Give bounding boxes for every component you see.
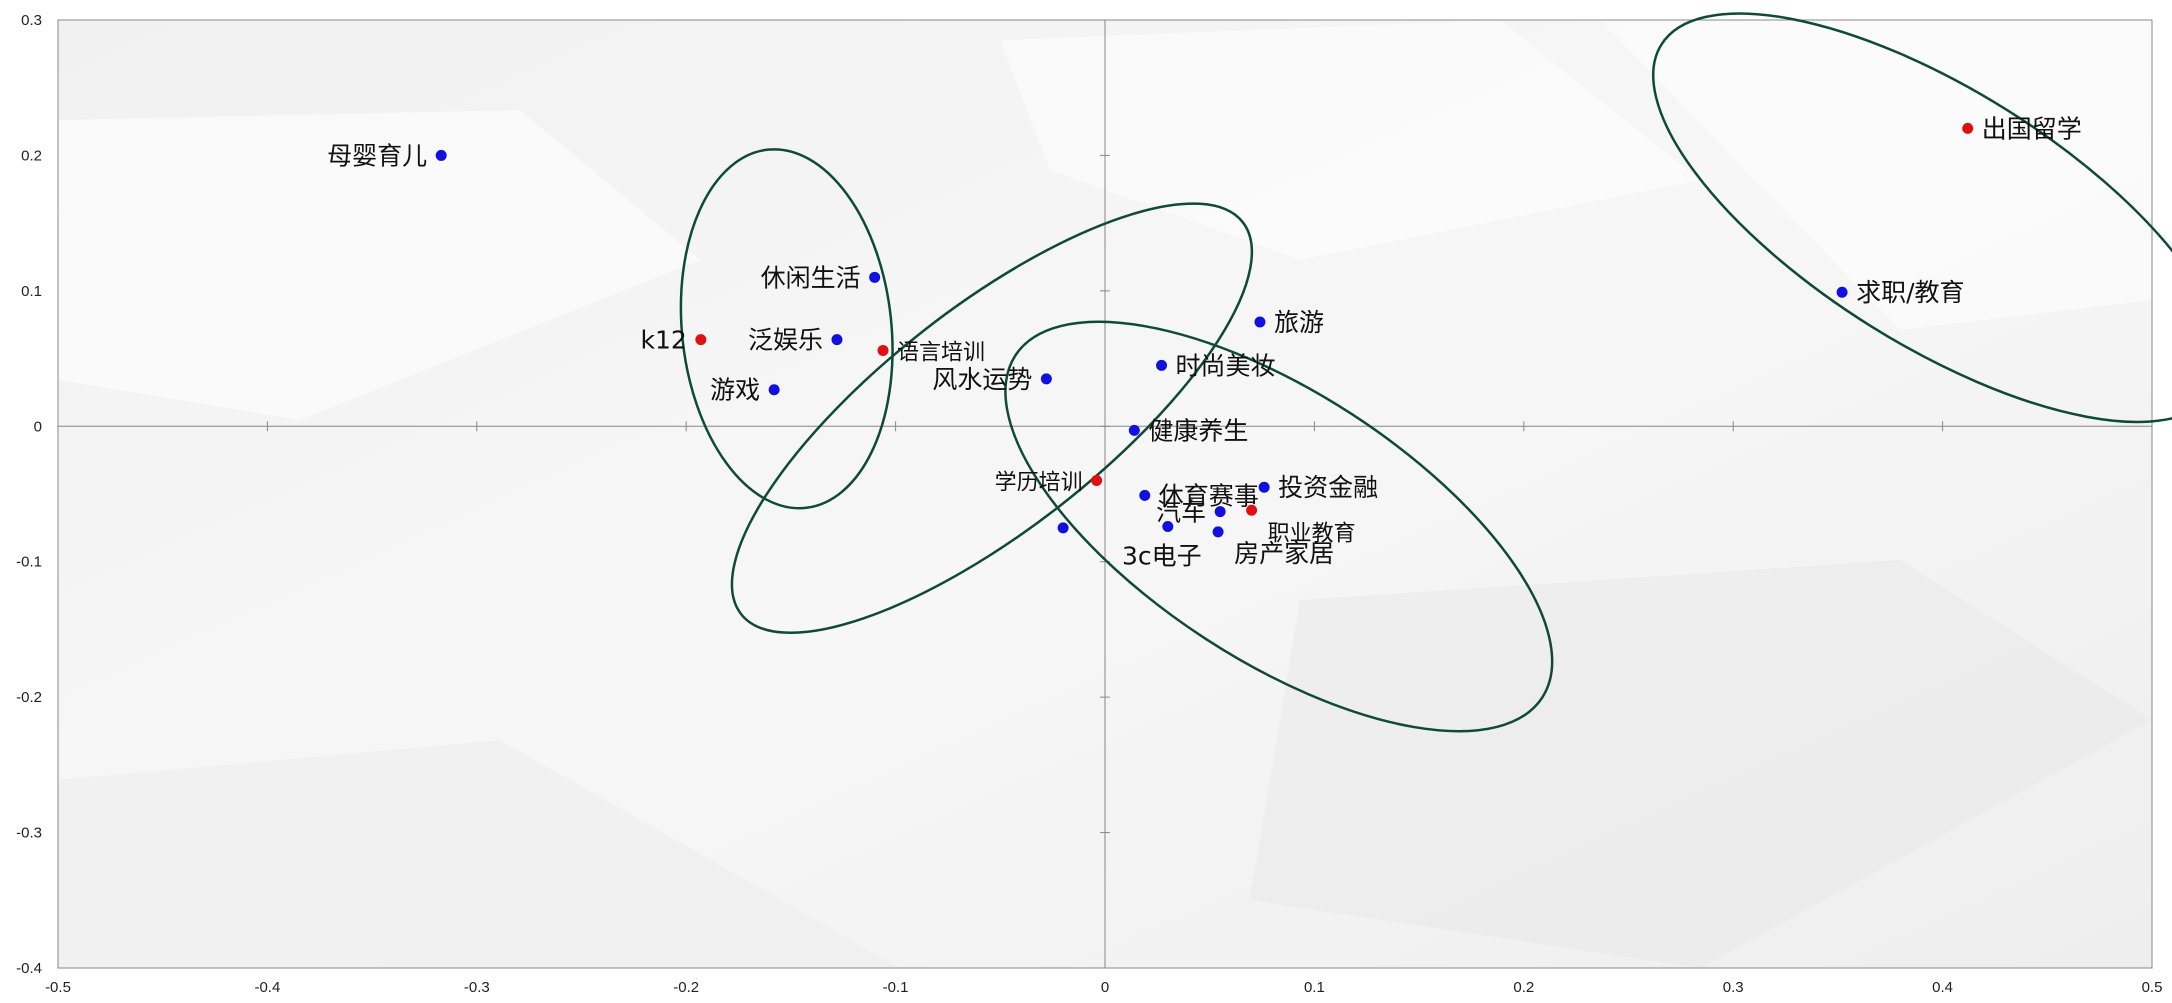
point-label: 泛娱乐	[748, 326, 823, 355]
point-label: k12	[641, 326, 687, 355]
x-tick-label: -0.4	[254, 979, 280, 996]
data-point	[1040, 373, 1052, 385]
point-label: 职业教育	[1268, 521, 1356, 546]
data-point	[1258, 481, 1270, 493]
point-label: 3c电子	[1122, 542, 1202, 571]
point-label: 休闲生活	[761, 263, 861, 292]
y-tick-label: -0.4	[16, 960, 42, 977]
data-point	[1162, 521, 1174, 533]
point-label: 语言培训	[897, 340, 985, 365]
point-label: 时尚美妆	[1176, 351, 1276, 380]
x-tick-label: -0.5	[45, 979, 71, 996]
point-label: 出国留学	[1982, 114, 2082, 143]
data-point	[1128, 424, 1140, 436]
point-label: 学历培训	[995, 470, 1083, 495]
cluster-ellipse	[730, 202, 1254, 634]
point-label: 投资金融	[1278, 473, 1378, 502]
point-label: 健康养生	[1148, 416, 1248, 445]
point-label: 风水运势	[932, 365, 1032, 394]
y-tick-label: -0.1	[16, 554, 42, 571]
data-point	[435, 149, 447, 161]
point-label: 休育赛事	[1159, 481, 1259, 510]
data-point	[831, 334, 843, 346]
data-point	[1836, 286, 1848, 298]
axes: -0.5 -0.4 -0.3 -0.2 -0.1 0 0.1 0.2 0.3 0.4 0.5-0.4…	[16, 12, 2162, 996]
point-label: 游戏	[710, 376, 760, 405]
cluster-ellipse	[1651, 12, 2172, 424]
point-label: 母婴育儿	[327, 141, 427, 170]
x-tick-label: -0.1	[883, 979, 909, 996]
cluster-ellipse	[1004, 320, 1554, 733]
y-tick-label: 0.2	[21, 147, 42, 164]
data-point	[1139, 489, 1151, 501]
data-point	[1246, 504, 1258, 516]
data-point	[695, 334, 707, 346]
data-point	[1962, 122, 1974, 134]
cluster-ellipses	[679, 12, 2172, 733]
y-tick-label: -0.2	[16, 689, 42, 706]
data-point	[1156, 359, 1168, 371]
point-label: 汽车	[1156, 498, 1206, 527]
data-point	[869, 271, 881, 283]
y-tick-label: 0.3	[21, 12, 42, 29]
x-tick-label: 0.1	[1304, 979, 1325, 996]
x-tick-label: 0.4	[1932, 979, 1953, 996]
point-label: 旅游	[1274, 308, 1324, 337]
data-point	[877, 344, 889, 356]
data-point	[768, 384, 780, 396]
x-tick-label: 0.5	[2142, 979, 2163, 996]
x-tick-label: 0.3	[1723, 979, 1744, 996]
y-tick-label: 0	[34, 418, 42, 435]
data-point	[1212, 526, 1224, 538]
x-tick-label: -0.2	[673, 979, 699, 996]
data-point	[1214, 506, 1226, 518]
data-point	[1057, 522, 1069, 534]
cluster-ellipse	[679, 148, 894, 510]
y-tick-label: -0.3	[16, 825, 42, 842]
point-label: 房产家居	[1234, 539, 1334, 568]
y-tick-label: 0.1	[21, 283, 42, 300]
x-tick-label: -0.3	[464, 979, 490, 996]
x-tick-label: 0.2	[1513, 979, 1534, 996]
point-label: 求职/教育	[1856, 278, 1964, 307]
data-points	[435, 122, 1974, 538]
x-tick-label: 0	[1101, 979, 1109, 996]
data-point	[1091, 474, 1103, 486]
data-point	[1254, 316, 1266, 328]
